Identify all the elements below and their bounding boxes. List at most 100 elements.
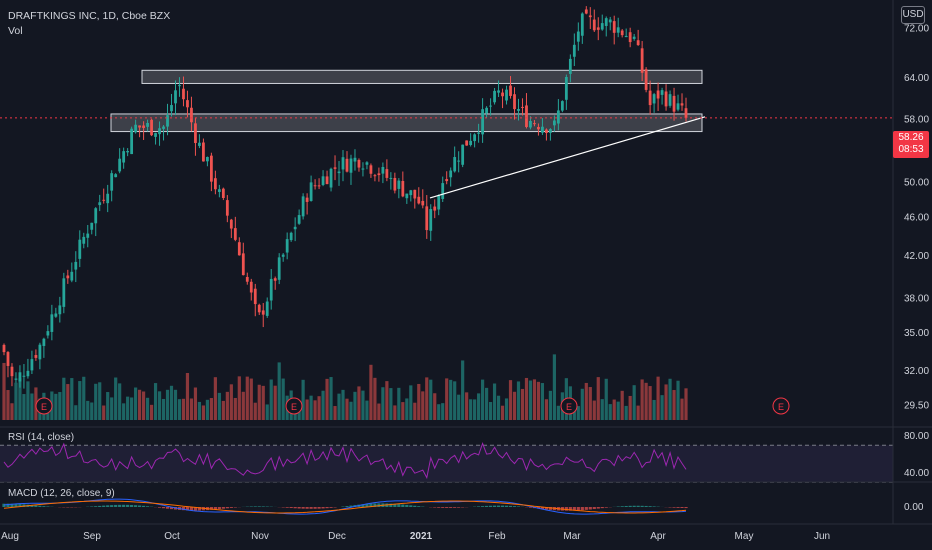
volume-bar (2, 362, 6, 420)
candle-body (345, 158, 349, 172)
volume-bar (461, 360, 465, 420)
time-tick-label: May (735, 531, 754, 542)
volume-bar (520, 388, 525, 420)
macd-histogram-bar (504, 505, 509, 507)
macd-histogram-bar (126, 504, 130, 507)
candle-body (74, 261, 78, 270)
macd-histogram-bar (329, 507, 333, 508)
currency-button[interactable]: USD (901, 6, 925, 24)
volume-bar (409, 385, 413, 420)
candle-body (245, 276, 249, 282)
candle-body (317, 185, 321, 187)
candle-body (18, 372, 22, 382)
candle-body (596, 27, 600, 30)
candle-body (369, 165, 373, 174)
price-tick-label: 58.00 (904, 115, 929, 126)
volume-bar (640, 379, 644, 420)
earnings-marker (772, 397, 790, 415)
candle-body (584, 9, 588, 14)
last-price-value: 58.26 (898, 132, 924, 143)
candle-body (457, 160, 461, 162)
support-resistance-zone (110, 113, 703, 133)
candle-body (249, 281, 253, 293)
candle-body (556, 110, 560, 124)
macd-histogram-bar (253, 506, 257, 507)
macd-histogram-bar (301, 507, 305, 509)
volume-bar (14, 382, 18, 420)
volume-bar (365, 400, 369, 420)
candle-body (572, 44, 576, 57)
macd-histogram-bar (309, 507, 313, 509)
time-tick-label: Feb (488, 531, 506, 542)
macd-histogram-bar (18, 504, 22, 507)
volume-bar (273, 385, 277, 420)
rsi-tick-label: 80.00 (904, 431, 929, 442)
candle-body (580, 13, 584, 36)
earnings-marker (560, 397, 578, 415)
volume-bar (313, 400, 317, 420)
candle-body (321, 176, 325, 185)
candle-body (26, 370, 30, 377)
volume-bar (632, 385, 636, 420)
candle-body (636, 40, 640, 46)
rsi-pane: 80.00 40.00 (0, 431, 929, 483)
volume-bar (481, 379, 485, 420)
volume-bar (516, 381, 521, 420)
zones-layer (110, 69, 703, 133)
macd-histogram-bar (528, 507, 533, 508)
candle-body (513, 94, 516, 110)
time-tick-label: Nov (251, 531, 269, 542)
candle-body (517, 109, 520, 111)
macd-histogram-bar (676, 507, 680, 508)
volume-bar (445, 378, 449, 420)
candle-body (122, 151, 126, 163)
price-tick-label: 64.00 (904, 73, 929, 84)
candle-body (202, 142, 205, 162)
candle-body (676, 103, 680, 110)
macd-histogram-bar (652, 506, 656, 507)
volume-bar (504, 398, 509, 420)
candle-body (349, 158, 353, 173)
volume-bar (106, 392, 110, 420)
volume-bar (492, 383, 497, 420)
candle-body (178, 85, 181, 87)
candle-body (134, 124, 138, 133)
candle-body (42, 338, 46, 346)
rsi-label[interactable]: RSI (14, close) (8, 432, 75, 443)
macd-histogram-bar (500, 505, 505, 507)
macd-histogram-bar (38, 505, 42, 507)
volume-bar (624, 405, 628, 420)
volume-bar (373, 377, 377, 420)
macd-histogram-bar (512, 506, 517, 507)
volume-bar (269, 379, 273, 420)
macd-pane: 0.00 (2, 498, 924, 515)
volume-bar (237, 376, 241, 420)
candle-body (445, 179, 449, 182)
macd-histogram-bar (6, 503, 10, 507)
earnings-marker (285, 397, 303, 415)
macd-histogram-bar (94, 506, 98, 507)
candle-body (541, 126, 544, 133)
volume-bar (636, 405, 640, 420)
macd-histogram-bar (592, 507, 596, 510)
candle-body (660, 90, 664, 95)
volume-bar (26, 381, 30, 420)
volume-bar (453, 381, 457, 420)
candle-body (656, 90, 660, 99)
candle-body (253, 288, 257, 305)
macd-histogram-bar (572, 507, 576, 511)
macd-histogram-bar (393, 503, 397, 507)
candle-body (545, 129, 548, 134)
macd-label[interactable]: MACD (12, 26, close, 9) (8, 488, 115, 499)
candle-body (469, 140, 473, 145)
volume-bar (393, 405, 397, 420)
candle-body (46, 331, 50, 336)
volume-bar (122, 403, 126, 420)
candle-body (285, 239, 289, 253)
candle-body (146, 122, 149, 127)
volume-bar (197, 401, 202, 420)
macd-histogram-bar (457, 507, 461, 508)
candle-body (138, 125, 141, 128)
candle-body (449, 170, 453, 178)
